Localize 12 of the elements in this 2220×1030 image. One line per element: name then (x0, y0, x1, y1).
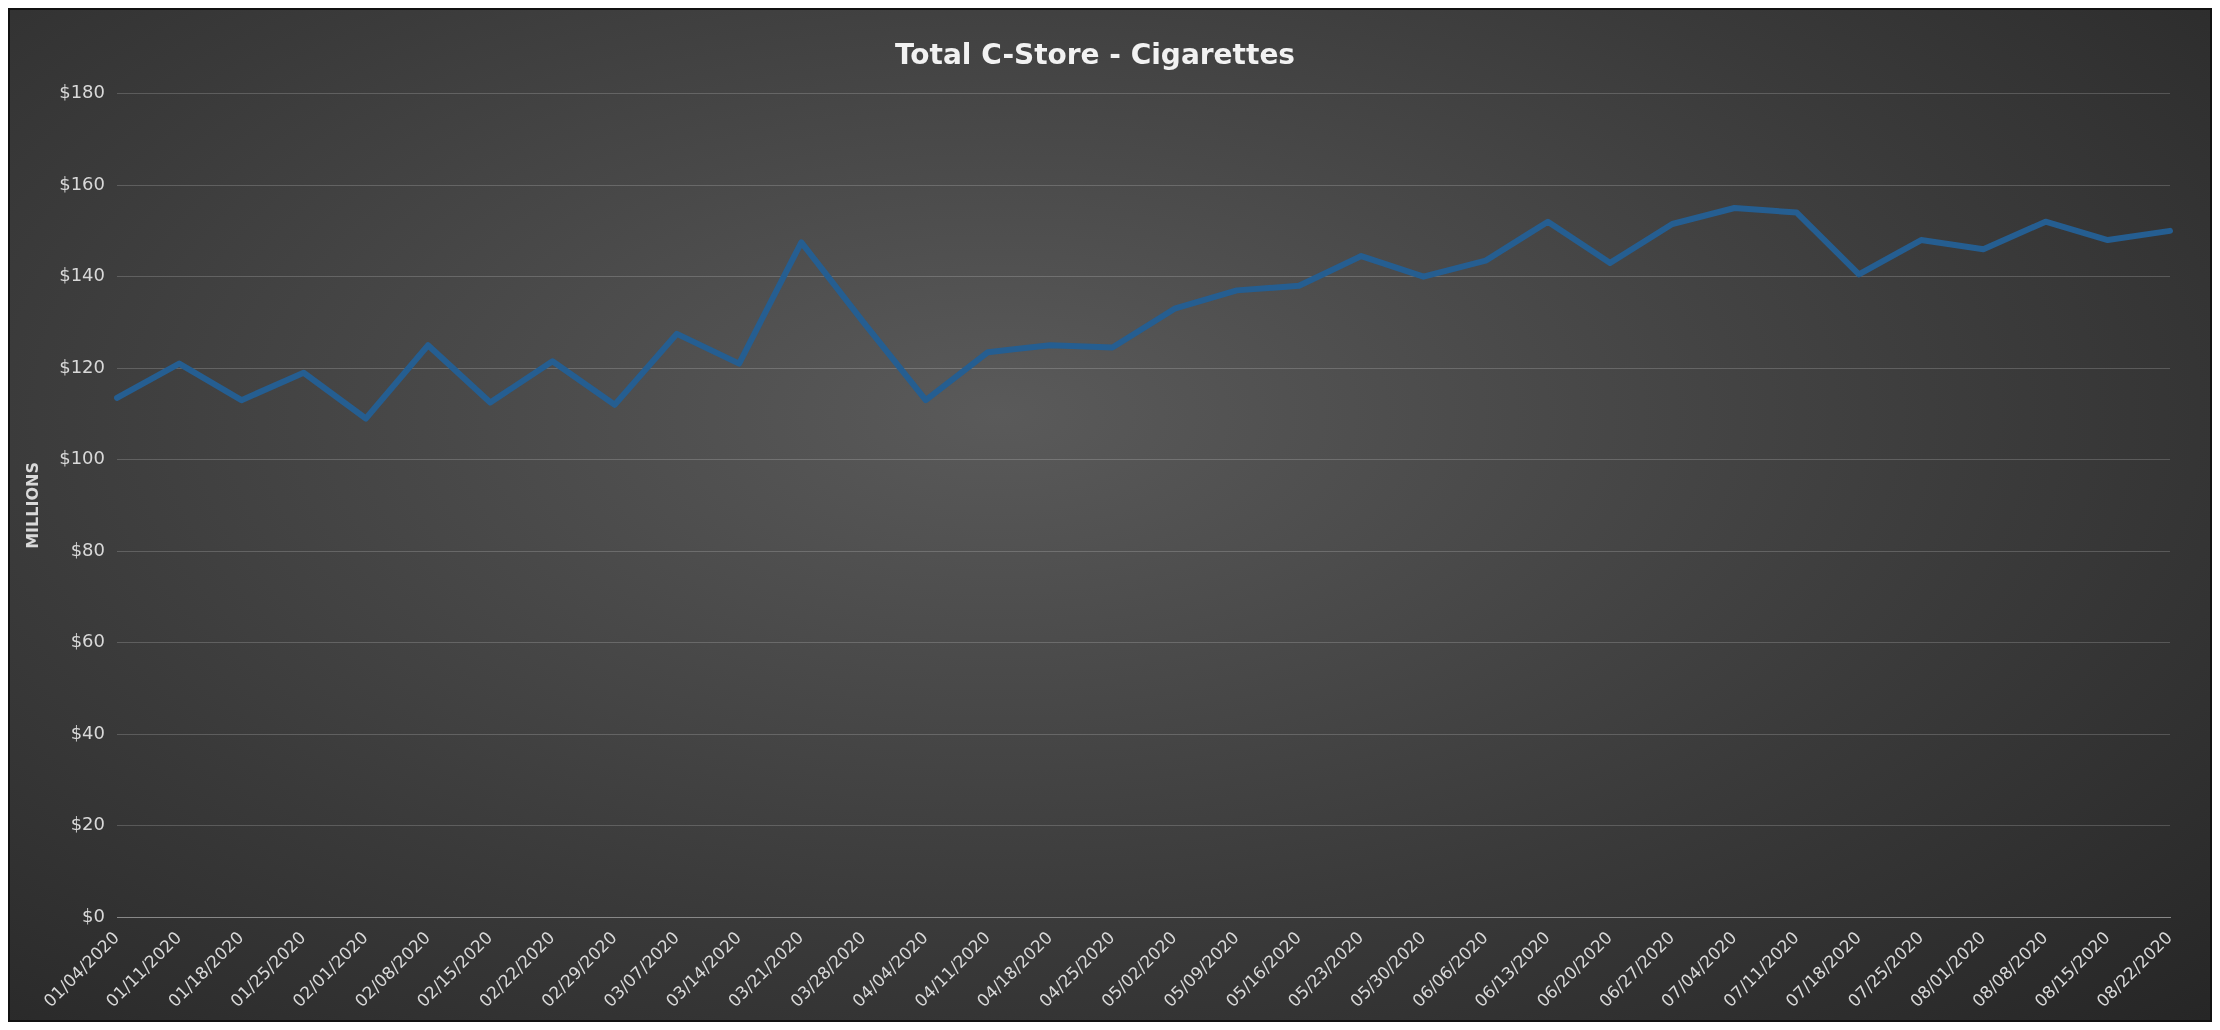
y-tick-label: $80 (70, 538, 106, 560)
y-axis-title: MILLIONS (22, 462, 42, 549)
y-tick-label: $60 (70, 630, 106, 652)
y-tick-label: $120 (59, 355, 106, 377)
y-tick-label: $180 (59, 81, 106, 103)
y-tick-label: $100 (59, 447, 106, 469)
chart-title: Total C-Store - Cigarettes (894, 38, 1296, 72)
y-tick-label: $140 (59, 264, 106, 286)
y-tick-label: $160 (59, 172, 106, 194)
y-tick-label: $40 (70, 721, 106, 743)
y-tick-label: $20 (70, 813, 106, 835)
y-tick-label: $0 (82, 904, 106, 926)
